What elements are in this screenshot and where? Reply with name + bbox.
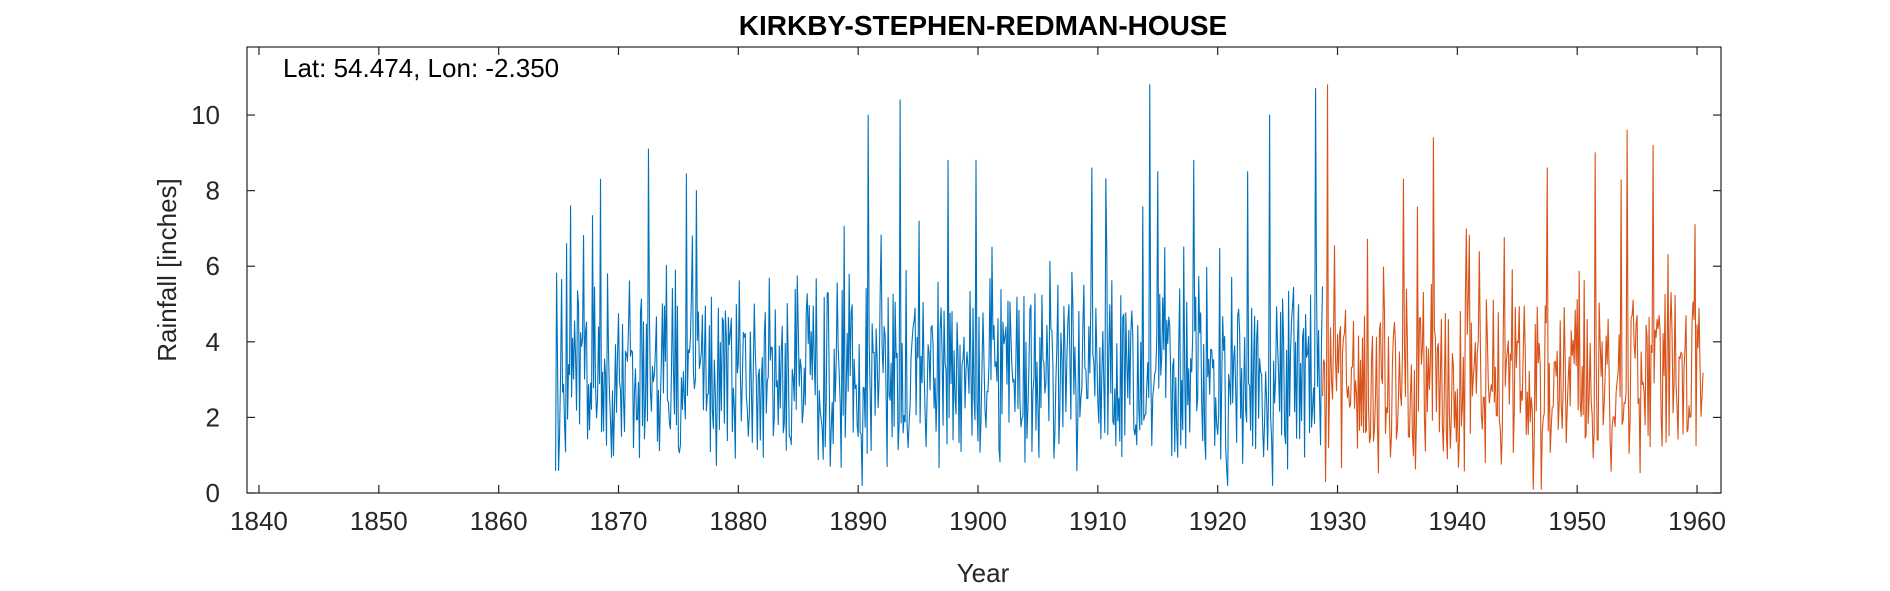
x-axis-label: Year — [957, 558, 1010, 588]
location-annotation: Lat: 54.474, Lon: -2.350 — [283, 53, 559, 83]
y-tick-label: 4 — [206, 327, 220, 357]
y-tick-label: 6 — [206, 251, 220, 281]
rainfall-series-line-1 — [555, 84, 1324, 486]
x-tick-label: 1890 — [829, 506, 887, 536]
chart-title: KIRKBY-STEPHEN-REDMAN-HOUSE — [739, 10, 1227, 41]
x-tick-label: 1960 — [1668, 506, 1726, 536]
y-tick-label: 0 — [206, 478, 220, 508]
plot-frame — [246, 46, 1722, 494]
plot-area: 1840 1850 1860 1870 1880 1890 1900 1910 1920 1930… — [191, 46, 1726, 536]
x-tick-label: 1870 — [590, 506, 648, 536]
x-tick-label: 1910 — [1069, 506, 1127, 536]
y-tick-label: 8 — [206, 176, 220, 206]
x-tick-label: 1900 — [949, 506, 1007, 536]
x-tick-label: 1950 — [1548, 506, 1606, 536]
rainfall-series-line-2 — [1321, 84, 1704, 490]
y-axis: 0 2 4 6 8 10 — [191, 100, 1721, 508]
y-tick-label: 2 — [206, 402, 220, 432]
y-axis-label: Rainfall [inches] — [152, 178, 182, 362]
series-layer — [555, 84, 1704, 490]
x-tick-label: 1920 — [1189, 506, 1247, 536]
x-tick-label: 1930 — [1309, 506, 1367, 536]
y-tick-label: 10 — [191, 100, 220, 130]
x-tick-label: 1880 — [709, 506, 767, 536]
x-tick-label: 1840 — [230, 506, 288, 536]
x-tick-label: 1940 — [1428, 506, 1486, 536]
x-tick-label: 1850 — [350, 506, 408, 536]
x-tick-label: 1860 — [470, 506, 528, 536]
x-axis: 1840 1850 1860 1870 1880 1890 1900 1910 1920 1930… — [230, 47, 1726, 536]
